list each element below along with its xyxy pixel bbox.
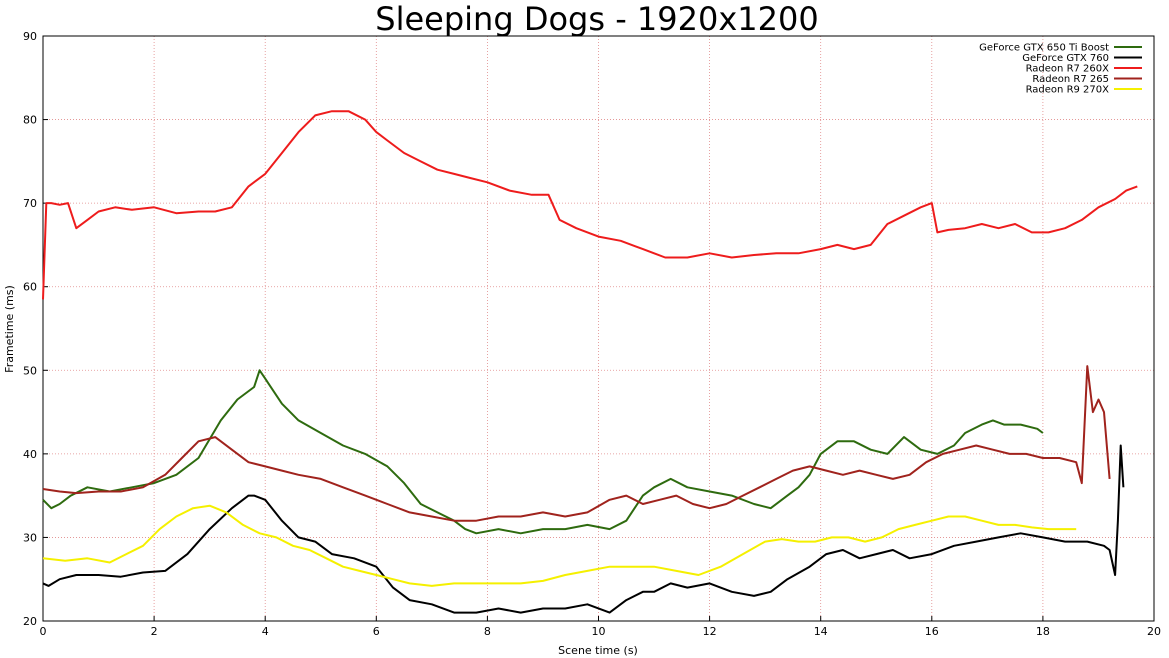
x-tick-label: 0: [40, 625, 47, 638]
series-lines: [42, 110, 1138, 614]
y-tick-label: 30: [23, 531, 37, 544]
series-line-radeon-r9-270x: [42, 504, 1077, 587]
legend-label-radeon-r7-260x: Radeon R7 260X: [1026, 64, 1110, 75]
legend-label-geforce-gtx-760: GeForce GTX 760: [1022, 53, 1109, 64]
y-tick-label: 90: [23, 30, 37, 43]
x-tick-label: 16: [925, 625, 939, 638]
legend-label-radeon-r7-265: Radeon R7 265: [1032, 74, 1109, 85]
y-tick-label: 40: [23, 448, 37, 461]
legend-label-radeon-r9-270x: Radeon R9 270X: [1026, 85, 1110, 96]
x-tick-label: 8: [484, 625, 491, 638]
y-tick-label: 70: [23, 197, 37, 210]
series-line-geforce-gtx-760: [42, 444, 1125, 614]
chart-title: Sleeping Dogs - 1920x1200: [375, 0, 818, 38]
series-line-radeon-r7-260x: [42, 110, 1138, 300]
series-line-geforce-gtx-650-ti-boost: [42, 369, 1044, 535]
x-tick-label: 6: [373, 625, 380, 638]
x-tick-label: 20: [1147, 625, 1161, 638]
y-tick-label: 50: [23, 364, 37, 377]
y-tick-label: 20: [23, 615, 37, 628]
x-tick-label: 2: [151, 625, 158, 638]
axis-ticks: 0 2 4 6 8 10 12 14 16 18 20 20 30 40 50 60 70 80 90: [23, 30, 1161, 638]
y-axis-label: Frametime (ms): [3, 285, 16, 373]
grid-lines: [43, 36, 1154, 621]
legend-label-geforce-gtx-650-ti-boost: GeForce GTX 650 Ti Boost: [979, 43, 1109, 54]
x-tick-label: 12: [703, 625, 717, 638]
series-line-radeon-r7-265: [42, 365, 1111, 522]
x-tick-label: 14: [814, 625, 828, 638]
x-axis-label: Scene time (s): [558, 644, 638, 657]
x-tick-label: 18: [1036, 625, 1050, 638]
x-tick-label: 10: [592, 625, 606, 638]
y-tick-label: 60: [23, 281, 37, 294]
y-tick-label: 80: [23, 114, 37, 127]
x-tick-label: 4: [262, 625, 269, 638]
